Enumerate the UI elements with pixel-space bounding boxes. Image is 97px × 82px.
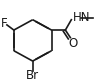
Text: HN: HN (73, 11, 91, 24)
Text: F: F (1, 17, 7, 30)
Text: Br: Br (26, 69, 39, 82)
Text: O: O (69, 37, 78, 50)
